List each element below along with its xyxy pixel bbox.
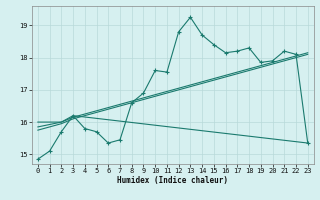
X-axis label: Humidex (Indice chaleur): Humidex (Indice chaleur) xyxy=(117,176,228,185)
